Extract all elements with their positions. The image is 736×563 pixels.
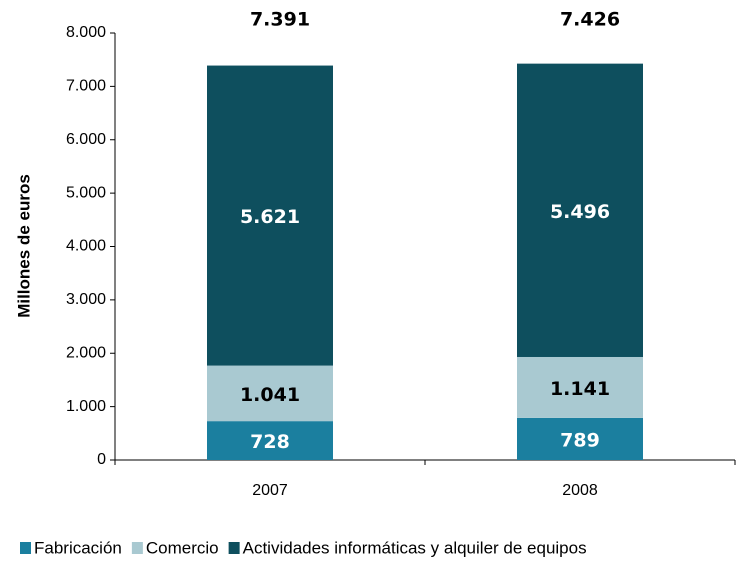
- bar-segment: [207, 65, 333, 366]
- legend-swatch: [131, 542, 143, 554]
- legend-label: Fabricación: [34, 538, 122, 557]
- data-label: 728: [250, 431, 290, 453]
- y-tick-label: 5.000: [66, 184, 106, 201]
- legend-label: Actividades informáticas y alquiler de e…: [243, 538, 587, 557]
- data-label: 789: [560, 429, 600, 451]
- legend-label: Comercio: [146, 538, 219, 557]
- y-tick-label: 8.000: [66, 24, 106, 41]
- data-label: 5.621: [240, 206, 300, 228]
- legend-swatch: [228, 542, 240, 554]
- y-axis-title: Millones de euros: [14, 174, 33, 318]
- x-tick-label: 2008: [562, 482, 598, 499]
- legend-swatch: [20, 542, 31, 554]
- y-tick-label: 0: [97, 451, 106, 468]
- bar-segment: [207, 365, 333, 422]
- y-tick-label: 3.000: [66, 291, 106, 308]
- bar-segment: [207, 421, 333, 460]
- y-tick-label: 1.000: [66, 398, 106, 415]
- y-tick-label: 7.000: [66, 78, 106, 95]
- data-label: 1.141: [550, 378, 610, 400]
- bar-segment: [517, 417, 643, 460]
- bar-segment: [517, 63, 643, 357]
- total-label: 7.391: [250, 9, 310, 31]
- y-tick-label: 4.000: [66, 238, 106, 255]
- y-tick-label: 2.000: [66, 344, 106, 361]
- x-tick-label: 2007: [252, 482, 288, 499]
- y-tick-label: 6.000: [66, 131, 106, 148]
- total-label: 7.426: [560, 9, 620, 31]
- data-label: 1.041: [240, 384, 300, 406]
- data-label: 5.496: [550, 201, 610, 223]
- bar-segment: [517, 356, 643, 418]
